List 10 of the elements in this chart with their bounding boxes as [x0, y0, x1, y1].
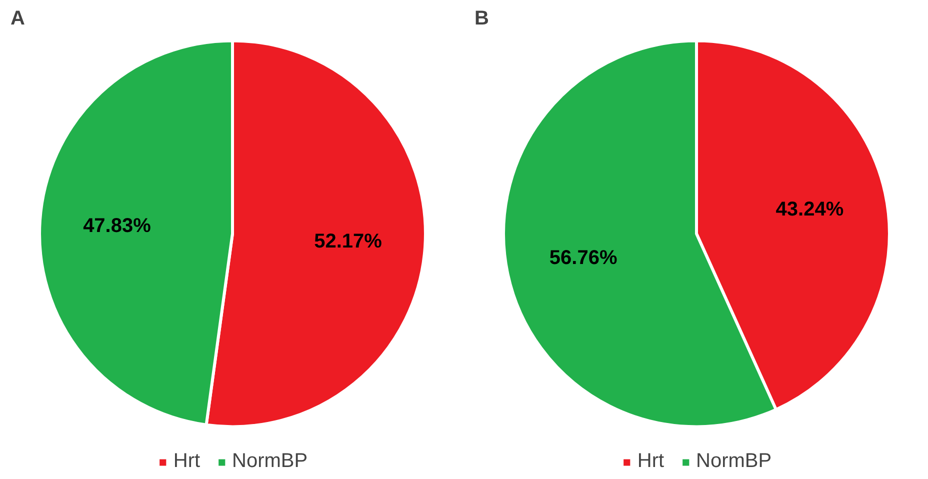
- data-label: 43.24%: [776, 198, 844, 220]
- data-label: 47.83%: [83, 214, 152, 237]
- legend-label: Hrt: [637, 450, 664, 473]
- data-label: 52.17%: [314, 230, 382, 253]
- legend-label: Hrt: [173, 450, 200, 473]
- data-label: 56.76%: [549, 247, 618, 270]
- legend-label: NormBP: [696, 450, 772, 473]
- chart-title: A: [10, 8, 25, 30]
- legend-label: NormBP: [232, 450, 308, 473]
- chart-title: B: [474, 8, 489, 30]
